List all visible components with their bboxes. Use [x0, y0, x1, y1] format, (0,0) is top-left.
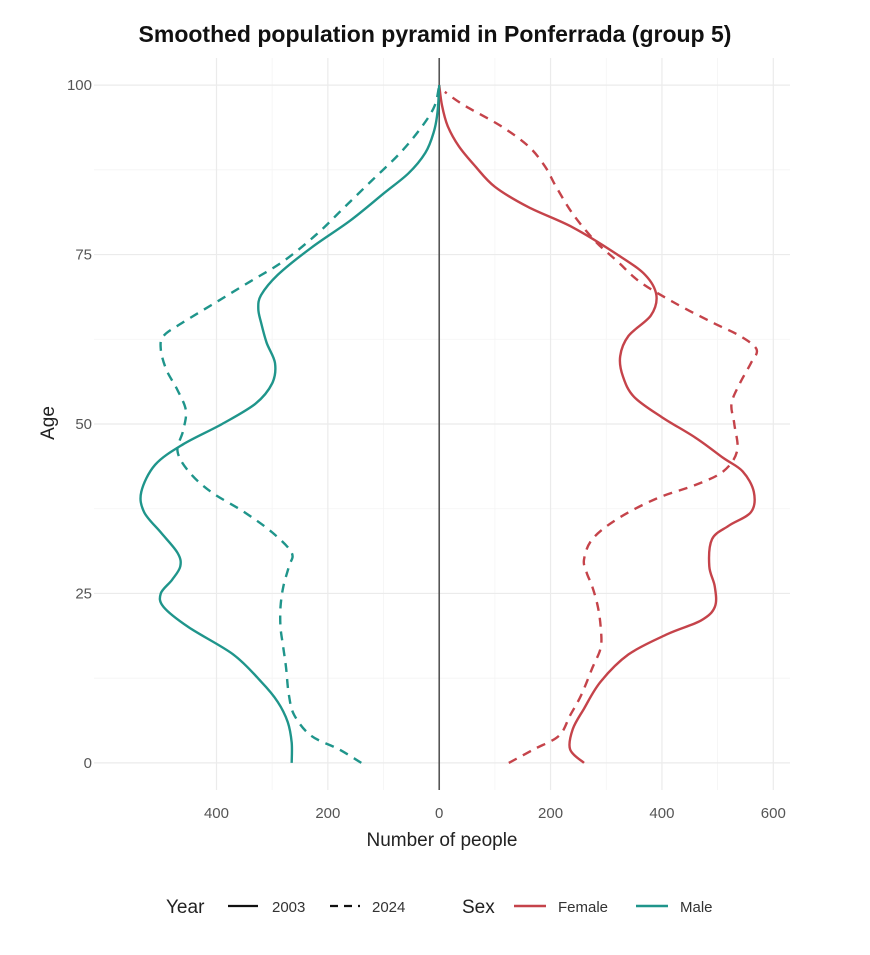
y-tick-label: 75	[75, 247, 92, 264]
x-axis-label: Number of people	[366, 830, 517, 851]
legend-label-2024: 2024	[372, 899, 405, 916]
y-tick-label: 0	[84, 755, 92, 772]
x-tick-label: 600	[761, 805, 786, 822]
grid	[94, 58, 790, 790]
legend: Year 2003 2024 Sex Female Male	[166, 897, 713, 918]
legend-label-female: Female	[558, 899, 608, 916]
x-tick-label: 400	[204, 805, 229, 822]
x-tick-label: 400	[649, 805, 674, 822]
legend-year-title: Year	[166, 897, 205, 918]
chart-title: Smoothed population pyramid in Ponferrad…	[139, 21, 732, 47]
axes: 400 200 0 200 400 600 0 25 50 75 100	[67, 58, 786, 822]
legend-sex-title: Sex	[462, 897, 495, 918]
y-tick-label: 100	[67, 77, 92, 94]
series-lines	[139, 84, 759, 764]
legend-label-male: Male	[680, 899, 713, 916]
y-tick-label: 50	[75, 416, 92, 433]
series-line-female-2024	[444, 90, 759, 764]
legend-label-2003: 2003	[272, 899, 305, 916]
series-line-female-2003	[438, 84, 756, 764]
x-tick-label: 0	[435, 805, 443, 822]
x-tick-label: 200	[538, 805, 563, 822]
series-line-male-2003	[139, 85, 441, 763]
y-tick-label: 25	[75, 585, 92, 602]
y-axis-label: Age	[38, 406, 59, 440]
x-tick-label: 200	[315, 805, 340, 822]
